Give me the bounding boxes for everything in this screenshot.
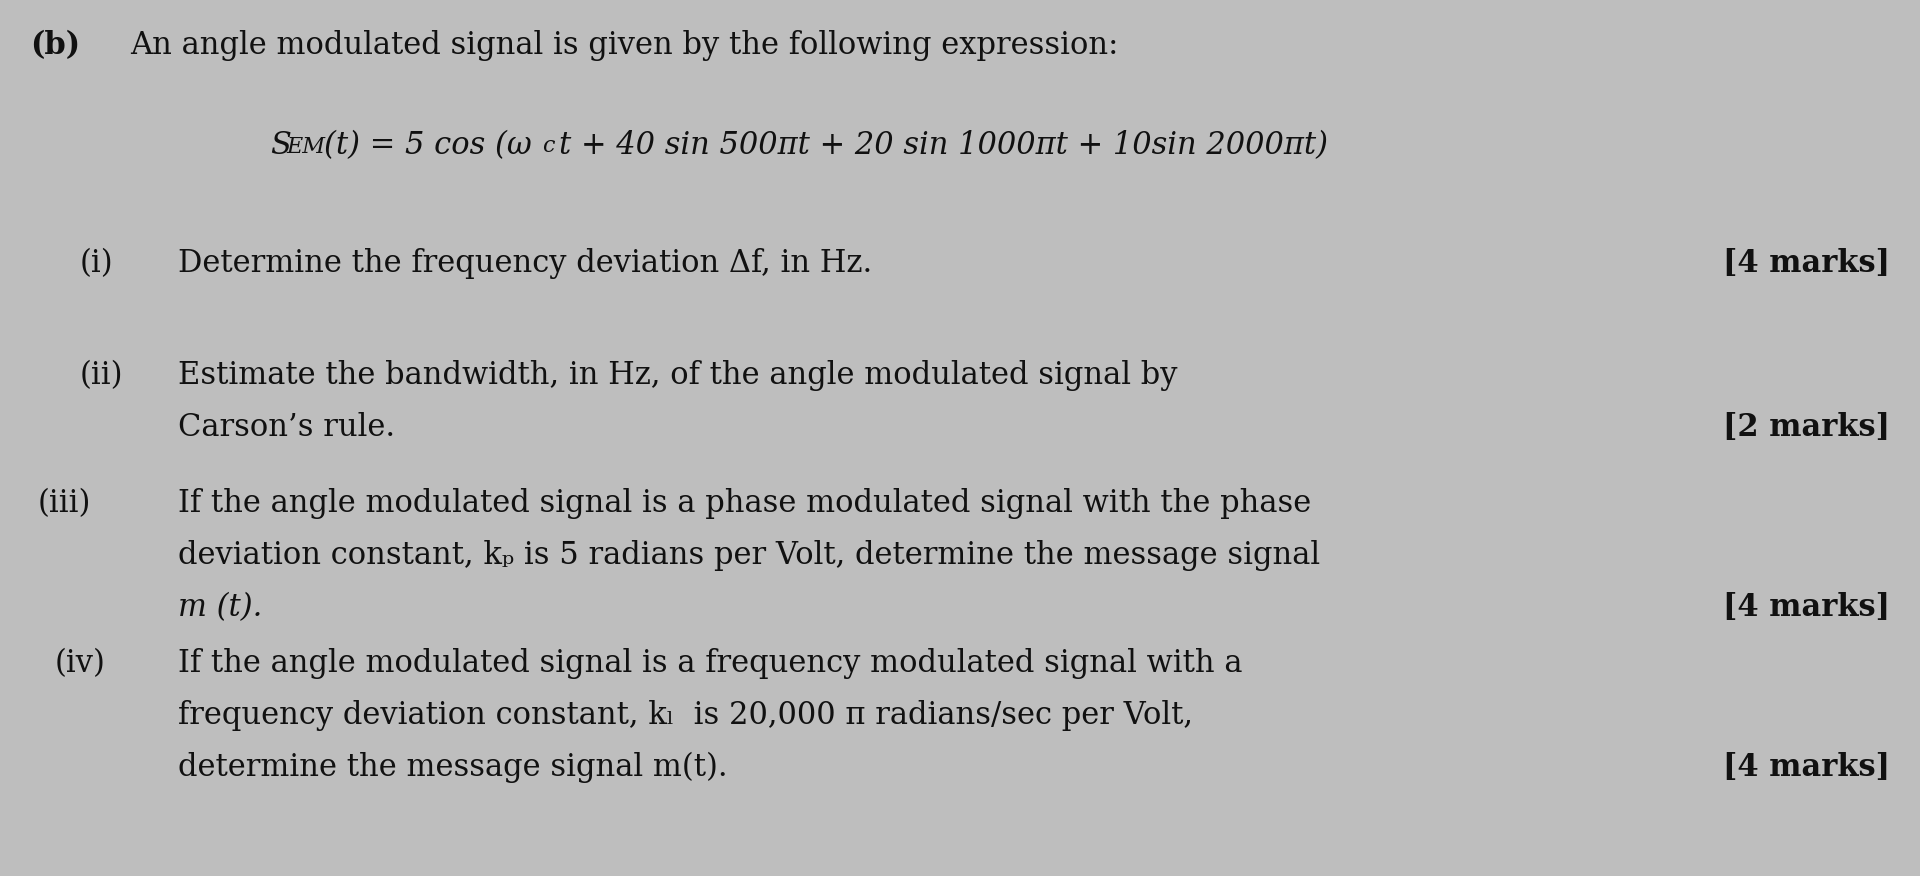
Text: S: S bbox=[271, 130, 290, 161]
Text: deviation constant, kₚ is 5 radians per Volt, determine the message signal: deviation constant, kₚ is 5 radians per … bbox=[179, 540, 1321, 571]
Text: Carson’s rule.: Carson’s rule. bbox=[179, 412, 396, 443]
Text: If the angle modulated signal is a frequency modulated signal with a: If the angle modulated signal is a frequ… bbox=[179, 648, 1242, 679]
Text: [4 marks]: [4 marks] bbox=[1722, 592, 1889, 623]
Text: If the angle modulated signal is a phase modulated signal with the phase: If the angle modulated signal is a phase… bbox=[179, 488, 1311, 519]
Text: [4 marks]: [4 marks] bbox=[1722, 752, 1889, 783]
Text: Estimate the bandwidth, in Hz, of the angle modulated signal by: Estimate the bandwidth, in Hz, of the an… bbox=[179, 360, 1177, 391]
Text: EM: EM bbox=[286, 136, 324, 158]
Text: (t) = 5 cos (ω: (t) = 5 cos (ω bbox=[324, 130, 532, 161]
Text: m (t).: m (t). bbox=[179, 592, 263, 623]
Text: (i): (i) bbox=[81, 248, 113, 279]
Text: t + 40 sin 500πt + 20 sin 1000πt + 10sin 2000πt): t + 40 sin 500πt + 20 sin 1000πt + 10sin… bbox=[559, 130, 1329, 161]
Text: (iv): (iv) bbox=[56, 648, 106, 679]
Text: frequency deviation constant, kₗ  is 20,000 π radians/sec per Volt,: frequency deviation constant, kₗ is 20,0… bbox=[179, 700, 1192, 731]
Text: (b): (b) bbox=[31, 30, 81, 61]
Text: c: c bbox=[541, 135, 555, 157]
Text: (iii): (iii) bbox=[38, 488, 92, 519]
Text: determine the message signal m(t).: determine the message signal m(t). bbox=[179, 752, 728, 783]
Text: (ii): (ii) bbox=[81, 360, 123, 391]
Text: An angle modulated signal is given by the following expression:: An angle modulated signal is given by th… bbox=[131, 30, 1117, 61]
Text: Determine the frequency deviation Δf, in Hz.: Determine the frequency deviation Δf, in… bbox=[179, 248, 872, 279]
Text: [4 marks]: [4 marks] bbox=[1722, 248, 1889, 279]
Text: [2 marks]: [2 marks] bbox=[1722, 412, 1889, 443]
